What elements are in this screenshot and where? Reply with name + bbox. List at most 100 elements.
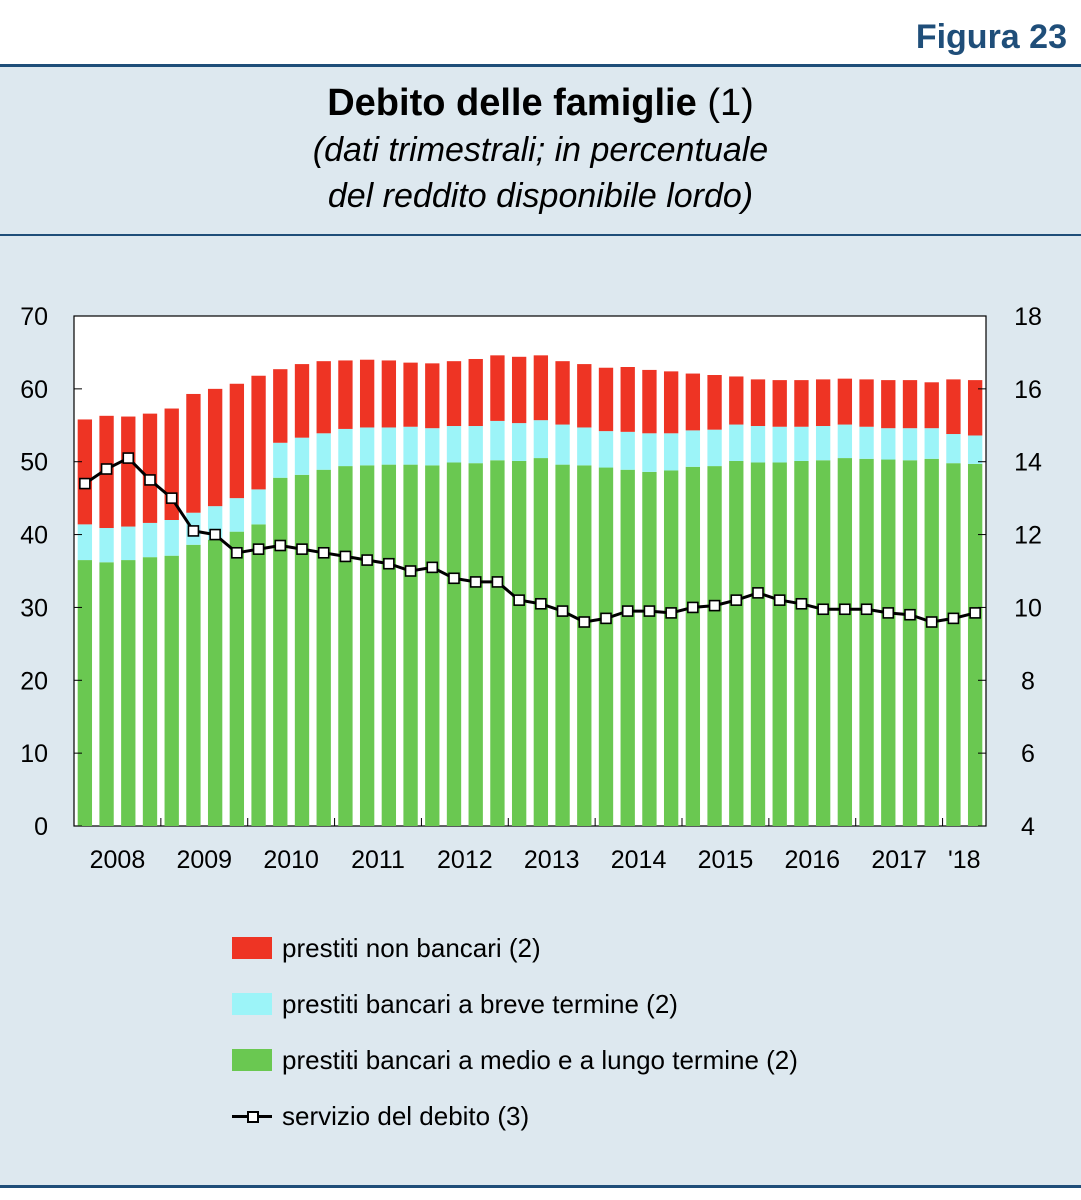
debt-service-marker — [687, 601, 699, 614]
debt-service-marker — [578, 616, 591, 628]
bar-long-term — [620, 469, 635, 826]
bar-non-bank — [924, 382, 939, 429]
title-line: Debito delle famiglie (1) — [0, 79, 1081, 127]
bar-long-term — [577, 465, 592, 826]
bar-short-term — [338, 428, 353, 467]
debt-service-marker — [904, 608, 916, 621]
debt-service-marker — [426, 561, 439, 574]
bar-non-bank — [164, 408, 179, 520]
bar-long-term — [837, 458, 853, 826]
legend-label: prestiti bancari a medio e a lungo termi… — [282, 1044, 798, 1075]
left-tick-label: 70 — [20, 303, 48, 331]
bar-non-bank — [794, 380, 809, 427]
bar-non-bank — [750, 379, 766, 427]
bar-non-bank — [121, 416, 136, 527]
debt-service-marker — [144, 474, 156, 486]
bar-long-term — [77, 560, 93, 826]
debt-service-marker — [513, 594, 525, 606]
left-tick-label: 50 — [20, 449, 48, 477]
chart-title: Debito delle famiglie — [327, 82, 697, 124]
legend-item-bank-long: prestiti bancari a medio e a lungo termi… — [232, 1032, 798, 1088]
x-tick-label: 2010 — [263, 846, 319, 874]
debt-service-marker — [296, 543, 308, 555]
bar-non-bank — [229, 383, 245, 499]
bar-long-term — [967, 463, 983, 826]
bar-long-term — [533, 458, 549, 826]
bar-non-bank — [685, 373, 701, 431]
bar-long-term — [446, 462, 462, 826]
bar-long-term — [99, 562, 114, 826]
x-tick-label: 2014 — [611, 846, 667, 874]
bar-short-term — [555, 424, 570, 465]
title-block: Debito delle famiglie (1) (dati trimestr… — [0, 79, 1081, 219]
bar-non-bank — [598, 367, 614, 432]
bar-short-term — [902, 428, 918, 461]
debt-service-marker — [925, 616, 938, 628]
bar-long-term — [316, 469, 331, 826]
bar-non-bank — [620, 367, 635, 432]
x-tick-label: 2011 — [351, 846, 405, 874]
right-tick-label: 16 — [1014, 376, 1042, 404]
debt-service-marker — [621, 605, 634, 617]
bar-short-term — [490, 420, 505, 461]
bar-long-term — [859, 458, 874, 826]
bar-non-bank — [490, 355, 505, 421]
bar-short-term — [142, 522, 158, 558]
bar-non-bank — [468, 358, 483, 427]
bar-short-term — [685, 430, 701, 467]
right-tick-label: 18 — [1014, 303, 1042, 331]
bar-short-term — [229, 498, 245, 532]
right-tick-label: 4 — [1021, 813, 1035, 841]
debt-service-marker — [165, 492, 178, 504]
debt-service-marker — [122, 452, 135, 464]
bar-long-term — [663, 470, 679, 826]
bar-long-term — [772, 462, 787, 826]
x-tick-label: 2016 — [784, 846, 840, 874]
legend-item-non-bank: prestiti non bancari (2) — [232, 920, 798, 976]
bar-non-bank — [815, 379, 831, 427]
debt-service-marker — [448, 572, 460, 585]
bar-long-term — [729, 460, 744, 826]
bar-short-term — [164, 520, 179, 556]
debt-service-marker — [556, 605, 569, 617]
bar-long-term — [924, 458, 939, 826]
debt-service-marker — [882, 607, 895, 619]
bar-non-bank — [707, 375, 722, 430]
bar-short-term — [707, 429, 722, 467]
bar-short-term — [403, 426, 418, 465]
bar-non-bank — [859, 379, 874, 427]
right-tick-label: 10 — [1014, 594, 1042, 622]
bar-long-term — [707, 466, 722, 826]
legend-label: prestiti bancari a breve termine (2) — [282, 988, 678, 1019]
bar-non-bank — [294, 364, 310, 438]
bar-short-term — [663, 433, 679, 471]
bar-short-term — [251, 489, 266, 525]
bar-short-term — [533, 420, 549, 459]
debt-service-marker — [187, 525, 200, 537]
bar-short-term — [468, 426, 483, 464]
debt-service-marker — [535, 597, 547, 610]
bar-long-term — [359, 465, 375, 826]
bottom-rule — [0, 1185, 1081, 1188]
debt-service-marker — [643, 605, 656, 617]
x-tick-label: 2013 — [524, 846, 580, 874]
legend-item-debt-service: servizio del debito (3) — [232, 1088, 798, 1144]
bar-short-term — [77, 524, 93, 561]
x-tick-label: 2012 — [437, 846, 493, 874]
bar-non-bank — [511, 356, 527, 424]
x-tick-label: 2008 — [90, 846, 146, 874]
bar-non-bank — [403, 362, 418, 427]
bar-long-term — [750, 462, 766, 826]
x-tick-label: 2009 — [176, 846, 232, 874]
debt-service-marker — [600, 612, 612, 625]
bar-non-bank — [577, 364, 592, 428]
legend: prestiti non bancari (2) prestiti bancar… — [232, 920, 798, 1144]
debt-service-marker — [469, 576, 482, 588]
bar-long-term — [555, 464, 570, 826]
debt-service-marker — [773, 594, 786, 606]
left-tick-label: 40 — [20, 522, 48, 550]
bar-short-term — [967, 435, 983, 464]
debt-service-marker — [231, 546, 243, 559]
legend-swatch-red — [232, 937, 272, 959]
debt-service-marker — [730, 594, 743, 606]
